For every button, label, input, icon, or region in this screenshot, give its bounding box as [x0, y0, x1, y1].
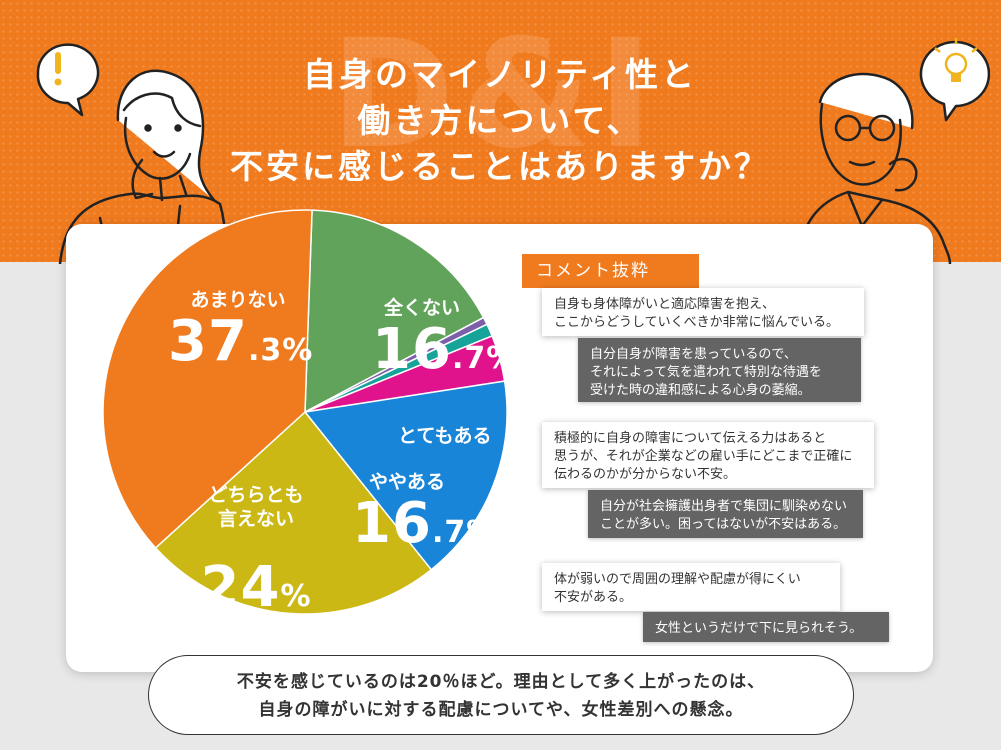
- pie-slice: [303, 380, 508, 571]
- page-title: 自身のマイノリティ性と 働き方について、 不安に感じることはありますか？: [200, 52, 800, 190]
- title-line: 不安に感じることはありますか？: [230, 147, 770, 186]
- title-line: 働き方について、: [357, 101, 643, 140]
- title-line: 自身のマイノリティ性と: [302, 55, 698, 94]
- slice-value: 24%: [200, 555, 312, 620]
- label-very-much: とてもある: [398, 424, 508, 448]
- slice-name: あまりない: [190, 289, 286, 311]
- comment-box: 積極的に自身の障害について伝える力はあると 思うが、それが企業などの雇い手にどこ…: [542, 422, 874, 488]
- pie-slice: [304, 209, 485, 414]
- slice-name: とてもある: [398, 425, 492, 447]
- label-somewhat: ややある 16.7%: [352, 470, 498, 563]
- slice-name: どちらとも 言えない: [208, 484, 304, 530]
- slice-value: 16.7%: [352, 491, 498, 556]
- label-not-at-all: 全くない 16.7%: [372, 296, 518, 389]
- slice-value: 16.7%: [372, 317, 518, 382]
- summary-line: 自身の障がいに対する配慮についてや、女性差別への懸念。: [258, 700, 744, 720]
- lightbulb-icon: [934, 38, 978, 82]
- summary-banner: 不安を感じているのは20％ほど。理由として多く上がったのは、 自身の障がいに対す…: [148, 655, 854, 735]
- slice-name: 全くない: [383, 297, 460, 319]
- comment-box: 自身も身体障がいと適応障害を抱え、 ここからどうしていくべきか非常に悩んでいる。: [542, 288, 864, 336]
- comment-excerpt-tag: コメント抜粋: [522, 254, 699, 288]
- pie-slice: [154, 410, 433, 615]
- watermark-text: D&I: [330, 8, 660, 182]
- summary-line: 不安を感じているのは20％ほど。理由として多く上がったのは、: [236, 672, 766, 692]
- slice-name: ややある: [368, 471, 445, 493]
- slice-value: 37.3%: [168, 309, 314, 374]
- woman-illustration: [36, 43, 227, 264]
- exclamation-icon: [54, 52, 62, 86]
- comment-box: 自分自身が障害を患っているので、 それによって気を遣われて特別な待遇を 受けた時…: [578, 338, 861, 402]
- comment-box: 自分が社会擁護出身者で集団に馴染めない ことが多い。困ってはないが不安はある。: [588, 490, 863, 538]
- comment-box: 女性というだけで下に見られそう。: [643, 612, 889, 642]
- label-not-much: あまりない 37.3%: [168, 288, 314, 381]
- label-neither: どちらとも 言えない 24%: [196, 464, 316, 646]
- header-background: [0, 0, 1001, 262]
- comment-box: 体が弱いので周囲の理解や配慮が得にくい 不安がある。: [542, 563, 840, 611]
- man-illustration: [796, 38, 991, 264]
- pie-slice: [102, 209, 313, 549]
